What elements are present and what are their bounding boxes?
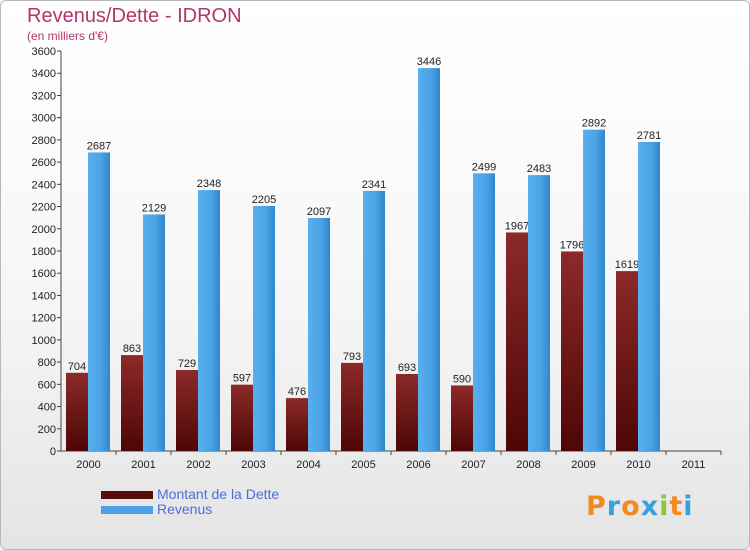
bar-debt [341,362,363,451]
y-tick-label: 3000 [32,113,56,125]
bar-revenue [473,173,495,452]
legend-swatch-debt [101,491,153,499]
data-label-revenue: 2483 [527,163,551,175]
y-tick-label: 2200 [32,202,56,214]
bar-debt [561,251,583,451]
x-tick-label: 2003 [241,459,265,471]
y-tick-label: 1400 [32,290,56,302]
y-tick-label: 2400 [32,179,56,191]
y-tick-label: 2600 [32,157,56,169]
x-tick-label: 2006 [406,459,430,471]
y-tick-label: 200 [38,424,56,436]
y-tick-label: 400 [38,402,56,414]
bar-revenue [198,190,220,451]
chart-subtitle: (en milliers d'€) [27,29,108,43]
bar-revenue [88,152,110,451]
bar-debt [66,372,88,451]
data-label-debt: 729 [178,358,196,370]
x-tick-label: 2008 [516,459,540,471]
x-tick-label: 2002 [186,459,210,471]
logo-letter: i [683,491,694,522]
data-label-revenue: 3446 [417,56,441,68]
logo-letter: x [640,491,660,522]
x-tick-label: 2007 [461,459,485,471]
data-label-revenue: 2348 [197,178,221,190]
bar-debt [176,370,198,451]
legend-swatch-revenue [101,506,153,514]
bar-revenue [528,175,550,451]
y-tick-label: 1600 [32,268,56,280]
data-label-debt: 863 [123,343,141,355]
y-tick-label: 1800 [32,246,56,258]
y-tick-label: 1200 [32,313,56,325]
logo-letter: i [659,491,670,522]
data-label-revenue: 2892 [582,118,606,130]
y-tick-label: 3200 [32,90,56,102]
bar-debt [231,384,253,451]
x-tick-label: 2005 [351,459,375,471]
bar-revenue [308,218,330,451]
data-label-revenue: 2499 [472,161,496,173]
legend-label-revenue: Revenus [157,501,213,517]
bar-revenue [583,129,605,451]
x-tick-label: 2001 [131,459,155,471]
bar-revenue [363,190,385,451]
data-label-debt: 704 [68,361,86,373]
bar-revenue [253,206,275,451]
logo-letter: o [621,491,641,522]
data-label-debt: 693 [398,362,416,374]
data-label-debt: 590 [453,373,471,385]
data-label-revenue: 2781 [637,130,661,142]
x-tick-label: 2004 [296,459,320,471]
data-label-debt: 476 [288,386,306,398]
logo-letter: t [669,491,684,522]
data-label-revenue: 2205 [252,194,276,206]
y-tick-label: 3600 [32,46,56,58]
proxiti-logo: Proxiti [586,491,694,522]
y-tick-label: 3400 [32,68,56,80]
bar-debt [286,398,308,451]
x-tick-label: 2009 [571,459,595,471]
data-label-debt: 597 [233,373,251,385]
y-tick-label: 2000 [32,224,56,236]
bar-debt [396,374,418,451]
bar-debt [121,355,143,451]
data-label-revenue: 2687 [87,140,111,152]
logo-letter: P [586,491,607,522]
y-tick-label: 1000 [32,335,56,347]
y-tick-label: 2800 [32,135,56,147]
data-label-debt: 1619 [615,259,639,271]
bar-debt [616,271,638,451]
logo-letter: r [606,491,622,522]
bar-revenue [418,68,440,451]
data-label-revenue: 2097 [307,206,331,218]
bar-debt [451,385,473,451]
chart-title: Revenus/Dette - IDRON [27,5,242,27]
bar-revenue [638,142,660,451]
bar-debt [506,232,528,451]
bar-revenue [143,214,165,451]
x-tick-label: 2010 [626,459,650,471]
data-label-revenue: 2341 [362,179,386,191]
y-tick-label: 800 [38,357,56,369]
data-label-debt: 793 [343,351,361,363]
legend-label-debt: Montant de la Dette [157,486,280,502]
data-label-debt: 1796 [560,239,584,251]
y-tick-label: 600 [38,379,56,391]
data-label-revenue: 2129 [142,202,166,214]
data-label-debt: 1967 [505,220,529,232]
y-tick-label: 0 [50,446,56,458]
x-tick-label: 2011 [682,459,706,471]
x-tick-label: 2000 [76,459,100,471]
